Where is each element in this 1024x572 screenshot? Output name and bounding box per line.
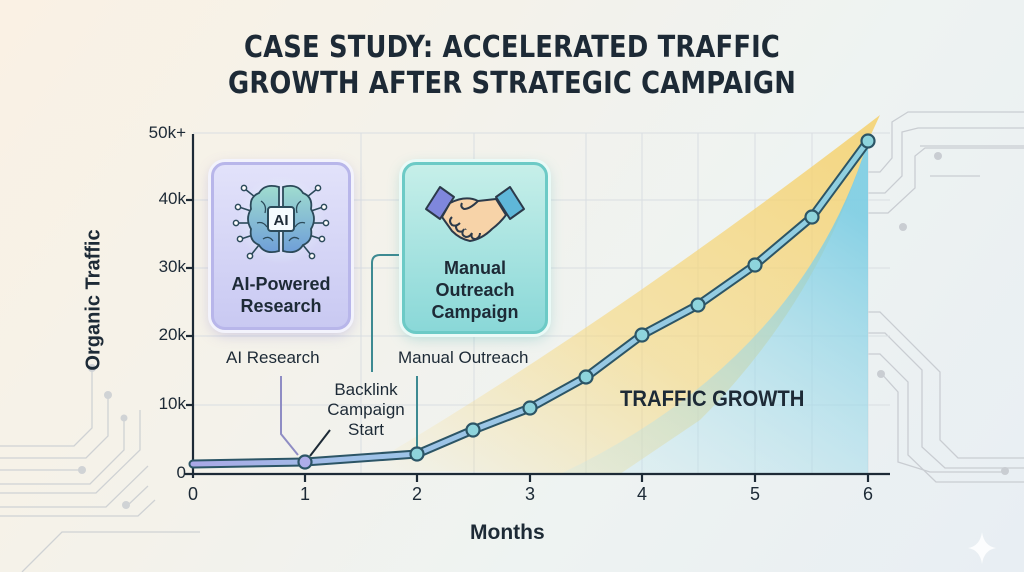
backlink-campaign-start-label: Backlink Campaign Start: [316, 380, 416, 440]
ai-powered-research-card: AI AI-Powered Research: [211, 162, 351, 330]
chart-title-line2: GROWTH AFTER STRATEGIC CAMPAIGN: [227, 66, 796, 101]
marker-month-1: [297, 454, 313, 470]
ai-card-line1: AI-Powered: [231, 274, 331, 294]
x-tick-0: 0: [187, 484, 199, 504]
growth-band-blue: [560, 141, 868, 474]
circuit-decoration-right: [868, 111, 1024, 483]
marker-month-4-5: [690, 297, 706, 313]
ai-connector-line: [280, 376, 299, 456]
ai-brain-icon: AI: [232, 176, 330, 264]
outreach-connector-top: [371, 254, 402, 372]
marker-month-2: [409, 446, 425, 462]
y-axis-label: Organic Traffic: [82, 229, 105, 371]
axes: [185, 134, 890, 482]
x-tick-3: 3: [524, 484, 536, 504]
backlink-pointer-line: [309, 429, 331, 457]
chart-title-line1: CASE STUDY: ACCELERATED TRAFFIC: [243, 30, 781, 65]
y-tick-10k: 10k: [158, 394, 186, 413]
handshake-icon: [425, 186, 525, 242]
x-tick-2: 2: [411, 484, 423, 504]
x-tick-5: 5: [749, 484, 761, 504]
manual-outreach-label: Manual Outreach: [398, 348, 529, 367]
marker-month-4: [634, 327, 650, 343]
backlink-label-line2: Campaign: [327, 400, 405, 419]
x-tick-6: 6: [862, 484, 874, 504]
ai-card-line2: Research: [240, 296, 322, 316]
outreach-card-line2: Outreach: [435, 280, 515, 300]
y-tick-30k: 30k: [158, 257, 186, 276]
ai-chip-label: AI: [274, 212, 289, 229]
x-tick-4: 4: [636, 484, 648, 504]
backlink-label-line3: Start: [348, 420, 384, 439]
marker-month-5: [747, 257, 763, 273]
y-tick-0: 0: [176, 463, 186, 482]
marker-month-3: [522, 400, 538, 416]
growth-band-yellow: [360, 115, 880, 474]
circuit-decoration-left: [0, 368, 200, 572]
chart-title: CASE STUDY: ACCELERATED TRAFFIC GROWTH A…: [72, 30, 953, 102]
x-tick-1: 1: [299, 484, 311, 504]
x-axis-label: Months: [470, 521, 545, 544]
manual-outreach-campaign-card: Manual Outreach Campaign: [402, 162, 548, 334]
y-tick-50k: 50k+: [148, 123, 186, 142]
outreach-card-line3: Campaign: [431, 302, 519, 322]
y-tick-40k: 40k: [158, 189, 186, 208]
marker-month-3-5: [578, 369, 594, 385]
y-tick-20k: 20k: [158, 325, 186, 344]
marker-month-5-5: [804, 209, 820, 225]
marker-month-2-5: [465, 422, 481, 438]
marker-month-6: [860, 133, 876, 149]
backlink-label-line1: Backlink: [334, 380, 398, 399]
data-markers: [297, 133, 876, 470]
ai-research-label: AI Research: [226, 348, 320, 367]
traffic-growth-label: TRAFFIC GROWTH: [620, 386, 805, 411]
sparkle-icon: [968, 532, 996, 564]
outreach-card-line1: Manual: [443, 258, 506, 278]
